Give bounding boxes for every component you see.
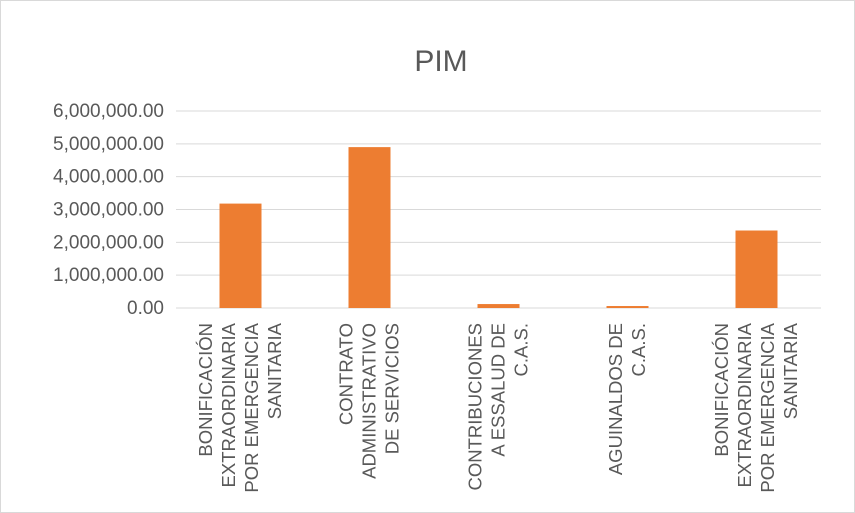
y-tick-label: 2,000,000.00	[53, 232, 164, 253]
y-tick-label: 0.00	[127, 298, 164, 319]
x-category-label-line: POR EMERGENCIA	[757, 322, 778, 492]
x-axis-category-labels: BONIFICACIÓN EXTRAORDINARIA POR EMERGENCIA…	[195, 322, 801, 492]
x-category-label-line: POR EMERGENCIA	[241, 322, 262, 492]
bar	[606, 306, 649, 308]
x-category-label-line: SANITARIA	[264, 322, 285, 419]
bar	[348, 147, 391, 308]
y-tick-label: 6,000,000.00	[53, 101, 164, 122]
bar	[477, 304, 520, 308]
x-category-label-line: CONTRATO	[336, 323, 357, 425]
x-category-label-line: ADMINISTRATIVO	[359, 323, 380, 479]
x-category-label-line: SANITARIA	[780, 322, 801, 419]
y-tick-label: 3,000,000.00	[53, 200, 164, 221]
bar	[735, 230, 778, 308]
x-category-label-line: EXTRAORDINARIA	[218, 322, 239, 487]
y-tick-label: 1,000,000.00	[53, 265, 164, 286]
x-category-label-line: EXTRAORDINARIA	[734, 322, 755, 487]
x-category-label: AGUINALDOS DE C.A.S.	[605, 323, 649, 475]
bars	[219, 147, 778, 308]
x-category-label-line: A ESSALUD DE	[488, 323, 509, 457]
x-category-label-line: DE SERVICIOS	[382, 323, 403, 454]
x-category-label: BONIFICACIÓN EXTRAORDINARIA POR EMERGENCIA…	[711, 322, 801, 492]
bar	[219, 203, 262, 308]
x-category-label-line: BONIFICACIÓN	[711, 323, 732, 457]
x-category-label: CONTRIBUCIONES A ESSALUD DE C.A.S.	[465, 323, 532, 491]
y-tick-label: 4,000,000.00	[53, 167, 164, 188]
x-category-label-line: CONTRIBUCIONES	[465, 323, 486, 491]
x-category-label-line: AGUINALDOS DE	[605, 323, 626, 475]
gridlines	[176, 110, 821, 309]
x-category-label-line: C.A.S.	[628, 323, 649, 376]
x-category-label-line: C.A.S.	[511, 323, 532, 376]
x-category-label: BONIFICACIÓN EXTRAORDINARIA POR EMERGENCIA…	[195, 322, 285, 492]
y-tick-label: 5,000,000.00	[53, 134, 164, 155]
y-axis-tick-labels: 0.00 1,000,000.00 2,000,000.00 3,000,000.00…	[53, 101, 164, 319]
x-category-label-line: BONIFICACIÓN	[195, 323, 216, 457]
chart-title: PIM	[414, 45, 467, 78]
x-category-label: CONTRATO ADMINISTRATIVO DE SERVICIOS	[336, 323, 403, 479]
